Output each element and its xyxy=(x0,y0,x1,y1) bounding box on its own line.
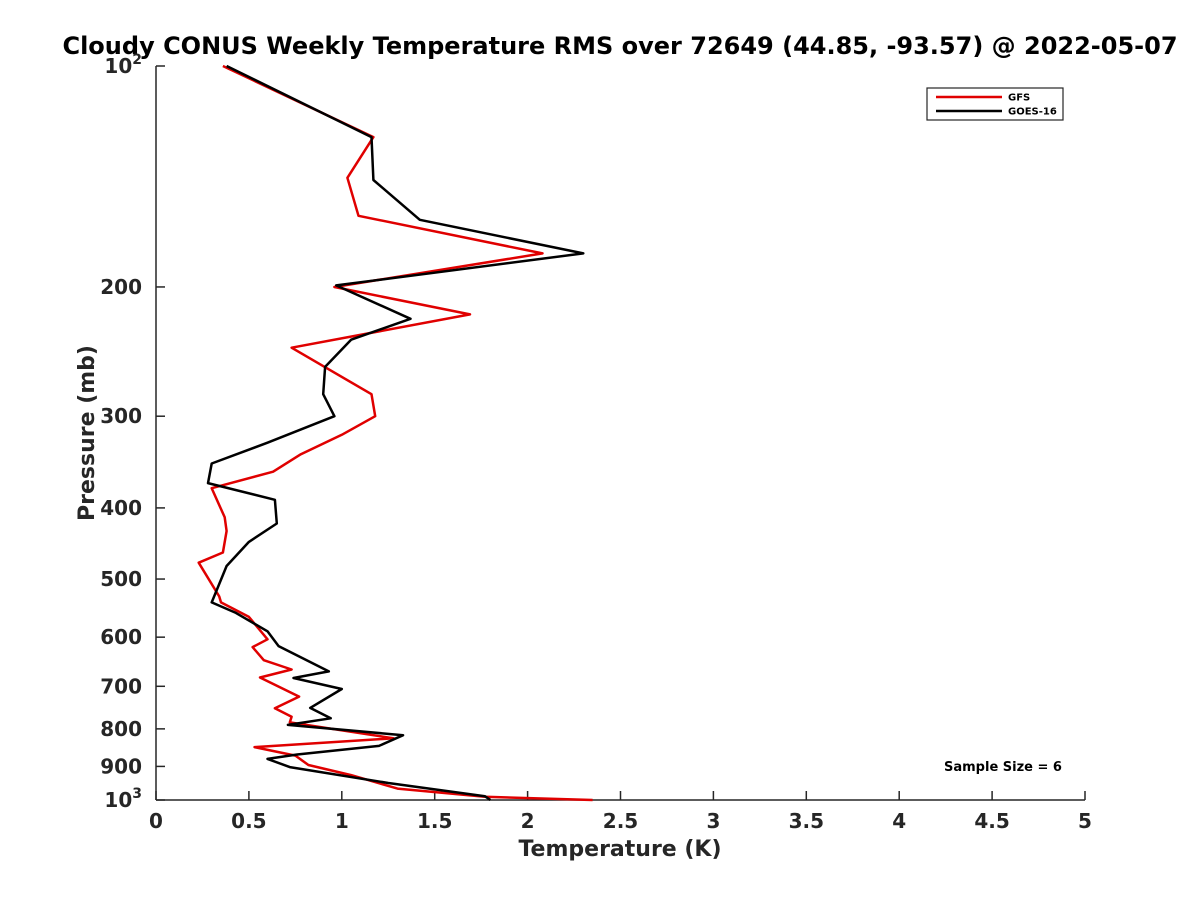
series-line-goes16 xyxy=(206,64,585,802)
y-axis-title: Pressure (mb) xyxy=(75,345,100,521)
y-tick-label: 800 xyxy=(100,717,142,741)
y-tick-label: 500 xyxy=(100,567,142,591)
x-tick-label: 1 xyxy=(335,809,349,833)
x-tick-label: 5 xyxy=(1078,809,1092,833)
x-tick-label: 0 xyxy=(149,809,163,833)
series-line-gfs xyxy=(197,64,593,802)
y-tick-label: 600 xyxy=(100,625,142,649)
legend-label-goes16: GOES-16 xyxy=(1008,107,1057,118)
legend-box xyxy=(926,87,1064,121)
y-tick-label: 102 xyxy=(104,52,142,78)
x-axis-title: Temperature (K) xyxy=(518,837,721,862)
y-tick-label: 200 xyxy=(100,275,142,299)
y-tick-label: 300 xyxy=(100,404,142,428)
y-axis-ticks: 102 200 300 400 500 600 700 800 900 103 xyxy=(100,52,165,812)
x-tick-label: 4 xyxy=(892,809,906,833)
x-tick-label: 0.5 xyxy=(231,809,266,833)
y-tick-label: 400 xyxy=(100,496,142,520)
series-lines xyxy=(197,64,593,802)
x-tick-label: 1.5 xyxy=(417,809,452,833)
x-tick-label: 3 xyxy=(706,809,720,833)
legend: GFS GOES-16 xyxy=(926,87,1064,121)
legend-label-gfs: GFS xyxy=(1008,93,1030,104)
chart-title: Cloudy CONUS Weekly Temperature RMS over… xyxy=(62,32,1177,60)
y-tick-label: 103 xyxy=(104,786,142,812)
x-tick-label: 2.5 xyxy=(603,809,638,833)
y-tick-label: 700 xyxy=(100,674,142,698)
x-axis-ticks: 0 0.5 1 1.5 2 2.5 3 3.5 4 4.5 5 xyxy=(149,791,1092,833)
y-tick-label: 900 xyxy=(100,754,142,778)
x-tick-label: 4.5 xyxy=(974,809,1009,833)
x-tick-label: 2 xyxy=(521,809,535,833)
sample-size-annotation: Sample Size = 6 xyxy=(944,760,1062,775)
plot-area: 0 0.5 1 1.5 2 2.5 3 3.5 4 4.5 5 102 200 300 400 500 600… xyxy=(100,52,1092,833)
x-tick-label: 3.5 xyxy=(789,809,824,833)
